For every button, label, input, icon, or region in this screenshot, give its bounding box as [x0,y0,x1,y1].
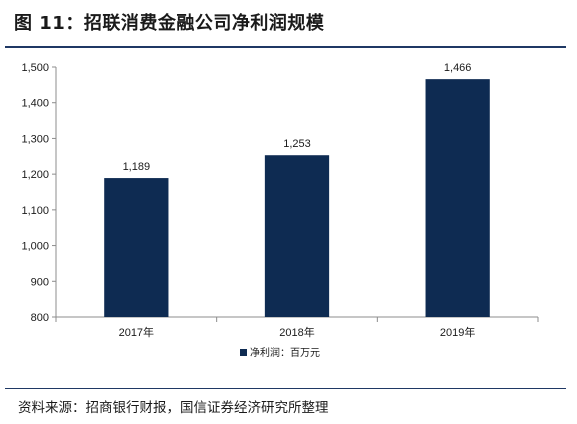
legend-swatch [240,349,247,356]
net-profit-bar-chart: 800 900 1,000 1,100 1,200 1,300 1,400 1,500 201… [21,62,539,359]
figure-title: 图 11：招联消费金融公司净利润规模 [14,13,325,34]
y-tick-label: 900 [31,276,49,288]
y-tick-label: 1,000 [21,241,49,253]
x-tick-label: 2019年 [440,325,475,339]
data-labels: 1,189 1,253 1,466 [123,62,472,173]
legend: 净利润：百万元 [240,346,320,359]
y-tick-label: 1,100 [21,205,49,217]
title-rule [5,46,566,48]
y-tick-label: 1,200 [21,169,49,181]
y-tick-label: 800 [31,312,49,324]
source-note: 资料来源：招商银行财报，国信证券经济研究所整理 [18,400,329,416]
x-axis: 2017年 2018年 2019年 [55,316,539,339]
y-tick-label: 1,400 [21,98,49,110]
bars [104,79,490,318]
bar-value-label: 1,466 [444,62,472,74]
legend-label: 净利润：百万元 [250,346,320,359]
bar-value-label: 1,189 [123,161,151,173]
bar [425,79,490,318]
bar [104,178,169,317]
y-axis: 800 900 1,000 1,100 1,200 1,300 1,400 1,500 [21,62,57,324]
x-tick-label: 2017年 [119,325,154,339]
bar [264,155,330,317]
y-tick-label: 1,500 [21,62,49,74]
source-rule [5,388,566,389]
bar-value-label: 1,253 [283,138,311,150]
y-tick-label: 1,300 [21,133,49,145]
x-tick-label: 2018年 [279,325,314,339]
